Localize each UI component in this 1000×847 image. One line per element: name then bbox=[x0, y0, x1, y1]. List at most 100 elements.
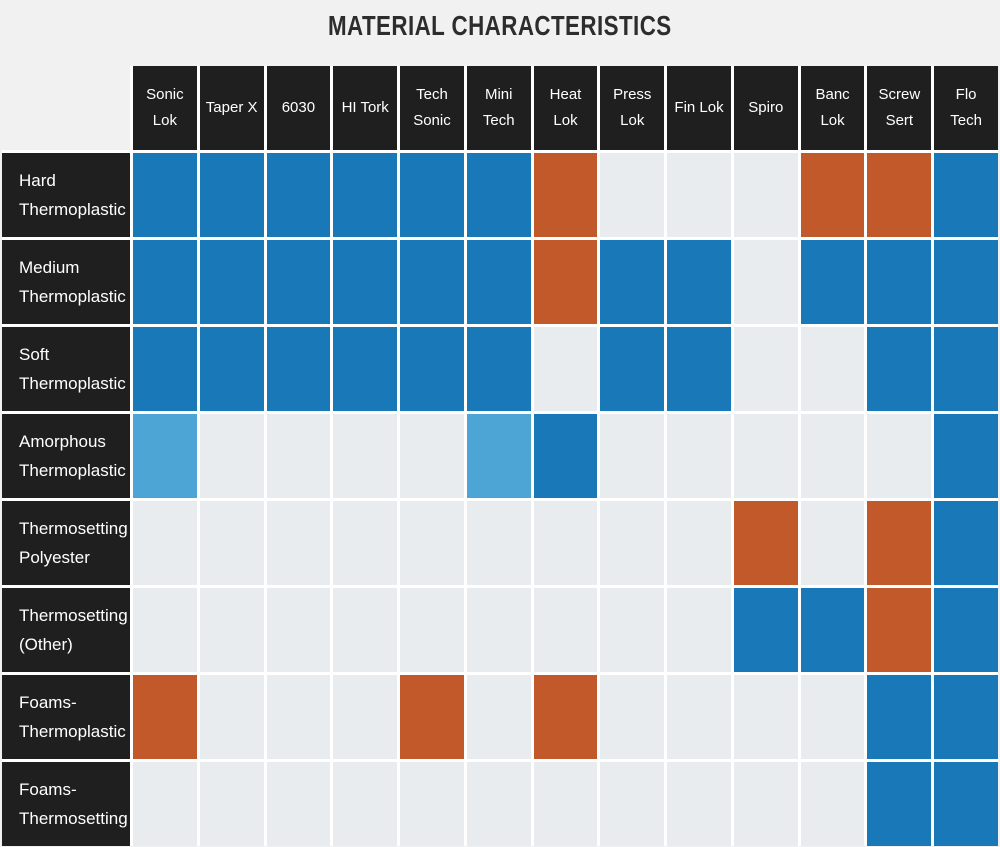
row-label-soft-thermoplastic: Soft Thermoplastic bbox=[2, 327, 130, 411]
matrix-cell-soft-thermoplastic-6030 bbox=[266, 327, 331, 411]
column-header-screw-sert: Screw Sert bbox=[867, 66, 932, 150]
matrix-cell-foams-thermoplastic-sonic-lok bbox=[133, 675, 197, 759]
matrix-cell-amorphous-thermoplastic-flo-tech bbox=[934, 414, 998, 498]
matrix-cell-amorphous-thermoplastic-fin-lok bbox=[667, 414, 731, 498]
matrix-cell-foams-thermosetting-press-lok bbox=[600, 762, 665, 846]
matrix-cell-thermosetting-polyester-tech-sonic bbox=[400, 501, 464, 585]
matrix-cell-foams-thermoplastic-banc-lok bbox=[800, 675, 865, 759]
matrix-cell-thermosetting-other-press-lok bbox=[600, 588, 665, 672]
matrix-cell-medium-thermoplastic-banc-lok bbox=[800, 240, 865, 324]
column-header-press-lok: Press Lok bbox=[600, 66, 665, 150]
row-label-hard-thermoplastic: Hard Thermoplastic bbox=[2, 153, 130, 237]
matrix-cell-foams-thermoplastic-spiro bbox=[733, 675, 798, 759]
matrix-cell-thermosetting-other-sonic-lok bbox=[133, 588, 197, 672]
column-header-flo-tech: Flo Tech bbox=[934, 66, 998, 150]
row-label-thermosetting-polyester: Thermosetting Polyester bbox=[2, 501, 130, 585]
matrix-cell-amorphous-thermoplastic-6030 bbox=[266, 414, 331, 498]
page-title-text: MATERIAL CHARACTERISTICS bbox=[328, 9, 672, 42]
matrix-cell-thermosetting-polyester-hi-tork bbox=[333, 501, 398, 585]
matrix-cell-soft-thermoplastic-flo-tech bbox=[934, 327, 998, 411]
matrix-cell-hard-thermoplastic-hi-tork bbox=[333, 153, 398, 237]
matrix-cell-foams-thermosetting-spiro bbox=[733, 762, 798, 846]
matrix-cell-medium-thermoplastic-flo-tech bbox=[934, 240, 998, 324]
matrix-cell-amorphous-thermoplastic-hi-tork bbox=[333, 414, 398, 498]
matrix-cell-thermosetting-polyester-mini-tech bbox=[466, 501, 531, 585]
matrix-cell-thermosetting-polyester-sonic-lok bbox=[133, 501, 197, 585]
matrix-cell-foams-thermosetting-tech-sonic bbox=[400, 762, 464, 846]
matrix-cell-thermosetting-polyester-heat-lok bbox=[533, 501, 598, 585]
matrix-cell-foams-thermoplastic-fin-lok bbox=[667, 675, 731, 759]
matrix-cell-soft-thermoplastic-heat-lok bbox=[533, 327, 598, 411]
matrix-cell-thermosetting-polyester-spiro bbox=[733, 501, 798, 585]
matrix-cell-medium-thermoplastic-spiro bbox=[733, 240, 798, 324]
matrix-cell-medium-thermoplastic-taper-x bbox=[199, 240, 264, 324]
column-header-fin-lok: Fin Lok bbox=[667, 66, 731, 150]
column-header-banc-lok: Banc Lok bbox=[800, 66, 865, 150]
matrix-cell-soft-thermoplastic-press-lok bbox=[600, 327, 665, 411]
matrix-cell-foams-thermosetting-flo-tech bbox=[934, 762, 998, 846]
matrix-cell-thermosetting-polyester-taper-x bbox=[199, 501, 264, 585]
matrix-cell-thermosetting-other-6030 bbox=[266, 588, 331, 672]
matrix-cell-soft-thermoplastic-banc-lok bbox=[800, 327, 865, 411]
matrix-cell-thermosetting-polyester-6030 bbox=[266, 501, 331, 585]
column-header-6030: 6030 bbox=[266, 66, 331, 150]
matrix-cell-thermosetting-other-taper-x bbox=[199, 588, 264, 672]
matrix-cell-soft-thermoplastic-tech-sonic bbox=[400, 327, 464, 411]
matrix-cell-hard-thermoplastic-flo-tech bbox=[934, 153, 998, 237]
matrix-cell-thermosetting-other-hi-tork bbox=[333, 588, 398, 672]
matrix-cell-amorphous-thermoplastic-spiro bbox=[733, 414, 798, 498]
matrix-cell-medium-thermoplastic-mini-tech bbox=[466, 240, 531, 324]
matrix-cell-medium-thermoplastic-heat-lok bbox=[533, 240, 598, 324]
matrix-cell-hard-thermoplastic-press-lok bbox=[600, 153, 665, 237]
matrix-cell-amorphous-thermoplastic-press-lok bbox=[600, 414, 665, 498]
matrix-cell-foams-thermosetting-6030 bbox=[266, 762, 331, 846]
matrix-cell-foams-thermosetting-hi-tork bbox=[333, 762, 398, 846]
matrix-cell-thermosetting-polyester-flo-tech bbox=[934, 501, 998, 585]
matrix-cell-thermosetting-other-screw-sert bbox=[867, 588, 932, 672]
matrix-cell-foams-thermosetting-banc-lok bbox=[800, 762, 865, 846]
matrix-cell-amorphous-thermoplastic-sonic-lok bbox=[133, 414, 197, 498]
matrix-cell-thermosetting-other-fin-lok bbox=[667, 588, 731, 672]
column-header-mini-tech: Mini Tech bbox=[466, 66, 531, 150]
matrix-cell-foams-thermoplastic-hi-tork bbox=[333, 675, 398, 759]
matrix-cell-amorphous-thermoplastic-tech-sonic bbox=[400, 414, 464, 498]
matrix-cell-soft-thermoplastic-fin-lok bbox=[667, 327, 731, 411]
matrix-cell-soft-thermoplastic-spiro bbox=[733, 327, 798, 411]
matrix-cell-hard-thermoplastic-mini-tech bbox=[466, 153, 531, 237]
row-label-amorphous-thermoplastic: Amorphous Thermoplastic bbox=[2, 414, 130, 498]
matrix-cell-hard-thermoplastic-taper-x bbox=[199, 153, 264, 237]
row-label-thermosetting-other: Thermosetting (Other) bbox=[2, 588, 130, 672]
column-header-spiro: Spiro bbox=[733, 66, 798, 150]
matrix-cell-soft-thermoplastic-sonic-lok bbox=[133, 327, 197, 411]
row-label-foams-thermosetting: Foams-Thermosetting bbox=[2, 762, 130, 846]
matrix-cell-foams-thermoplastic-tech-sonic bbox=[400, 675, 464, 759]
matrix-cell-soft-thermoplastic-screw-sert bbox=[867, 327, 932, 411]
matrix-cell-medium-thermoplastic-screw-sert bbox=[867, 240, 932, 324]
matrix-cell-foams-thermosetting-fin-lok bbox=[667, 762, 731, 846]
matrix-cell-thermosetting-polyester-fin-lok bbox=[667, 501, 731, 585]
matrix-cell-amorphous-thermoplastic-mini-tech bbox=[466, 414, 531, 498]
matrix-cell-hard-thermoplastic-screw-sert bbox=[867, 153, 932, 237]
matrix-cell-medium-thermoplastic-6030 bbox=[266, 240, 331, 324]
matrix-cell-foams-thermosetting-heat-lok bbox=[533, 762, 598, 846]
matrix-cell-medium-thermoplastic-fin-lok bbox=[667, 240, 731, 324]
matrix-cell-foams-thermoplastic-screw-sert bbox=[867, 675, 932, 759]
matrix-cell-amorphous-thermoplastic-screw-sert bbox=[867, 414, 932, 498]
column-header-tech-sonic: Tech Sonic bbox=[400, 66, 464, 150]
matrix-cell-foams-thermoplastic-flo-tech bbox=[934, 675, 998, 759]
matrix-cell-thermosetting-polyester-press-lok bbox=[600, 501, 665, 585]
matrix-cell-thermosetting-other-spiro bbox=[733, 588, 798, 672]
matrix-cell-medium-thermoplastic-tech-sonic bbox=[400, 240, 464, 324]
matrix-cell-hard-thermoplastic-6030 bbox=[266, 153, 331, 237]
page-title: MATERIAL CHARACTERISTICS bbox=[0, 0, 1000, 66]
column-header-hi-tork: HI Tork bbox=[333, 66, 398, 150]
matrix-cell-soft-thermoplastic-mini-tech bbox=[466, 327, 531, 411]
matrix-cell-foams-thermosetting-taper-x bbox=[199, 762, 264, 846]
matrix-cell-foams-thermosetting-sonic-lok bbox=[133, 762, 197, 846]
matrix-cell-thermosetting-other-mini-tech bbox=[466, 588, 531, 672]
corner-spacer bbox=[2, 66, 130, 150]
matrix-cell-foams-thermoplastic-6030 bbox=[266, 675, 331, 759]
matrix-cell-medium-thermoplastic-sonic-lok bbox=[133, 240, 197, 324]
material-matrix: Sonic Lok Taper X 6030 HI Tork Tech Sonic Min… bbox=[2, 66, 998, 846]
